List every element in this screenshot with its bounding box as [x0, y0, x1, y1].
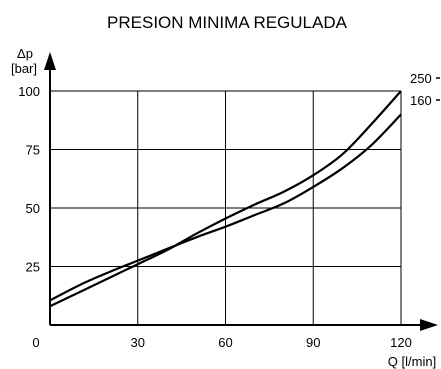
series-label-160: 160: [410, 93, 432, 108]
y-tick-label: 75: [26, 143, 40, 158]
y-axis-label-unit: [bar]: [11, 61, 37, 76]
x-axis-label: Q [l/min]: [388, 354, 436, 369]
y-tick-label: 50: [26, 201, 40, 216]
series-label-250: 250: [410, 71, 432, 86]
series-line-160: [49, 113, 402, 302]
y-axis-arrow: [44, 52, 56, 70]
x-tick-label: 120: [390, 335, 412, 350]
x-tick-label: 0: [32, 335, 39, 350]
x-tick-label: 90: [306, 335, 320, 350]
x-tick-label: 30: [131, 335, 145, 350]
y-tick-label: 100: [18, 84, 40, 99]
chart-title: PRESION MINIMA REGULADA: [107, 13, 348, 32]
series-lines: [49, 90, 402, 308]
grid: [50, 90, 402, 325]
tick-labels: 0 30 60 90 120 25 50 75 100: [18, 84, 412, 350]
series-line-250: [49, 90, 402, 308]
axes: [44, 52, 438, 331]
x-axis-arrow: [420, 319, 438, 331]
y-axis-label-symbol: Δp: [17, 46, 33, 61]
x-tick-label: 60: [218, 335, 232, 350]
y-tick-label: 25: [26, 260, 40, 275]
